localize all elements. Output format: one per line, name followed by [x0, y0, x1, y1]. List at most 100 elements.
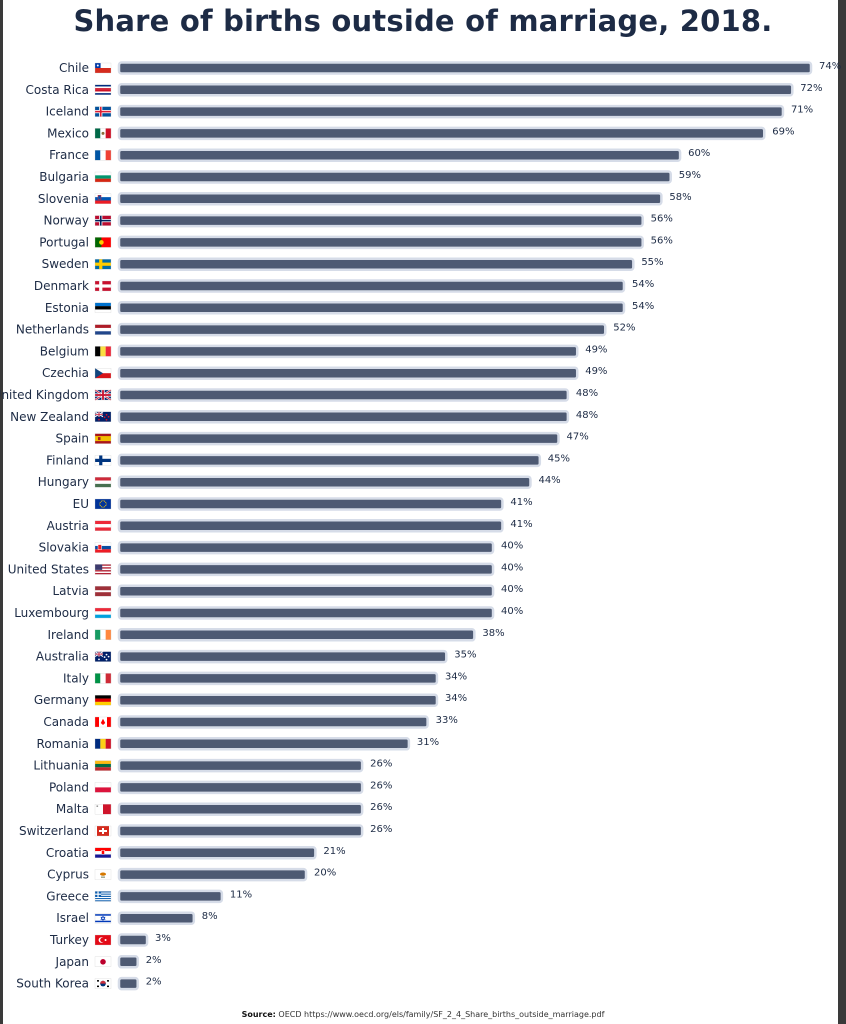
- australia-flag-icon: [94, 651, 112, 662]
- south-korea-flag-icon: [94, 978, 112, 989]
- germany-flag-icon: [94, 695, 112, 706]
- category-label: Spain: [55, 432, 89, 446]
- bar-row: Spain 47%: [55, 432, 588, 446]
- category-label: United States: [8, 562, 89, 576]
- value-label: 35%: [454, 650, 476, 661]
- value-label: 26%: [370, 759, 392, 770]
- value-label: 40%: [501, 606, 523, 617]
- bar-row: Netherlands 52%: [16, 323, 636, 337]
- bar: [117, 61, 813, 75]
- israel-flag-icon: [94, 913, 112, 924]
- sweden-flag-icon: [94, 259, 112, 270]
- slovenia-flag-icon: [94, 193, 112, 204]
- bar-row: EU 41%: [73, 497, 533, 511]
- value-label: 45%: [548, 453, 570, 464]
- category-label: Iceland: [46, 105, 89, 119]
- bulgaria-flag-icon: [94, 171, 112, 183]
- bar: [117, 213, 644, 228]
- value-label: 74%: [819, 61, 841, 72]
- bar-row: Ireland 38%: [47, 628, 504, 642]
- bar-row: Mexico 69%: [47, 126, 794, 140]
- bar-row: Belgium 49%: [40, 344, 608, 358]
- category-label: Croatia: [46, 846, 89, 860]
- bar-row: France 60%: [49, 148, 710, 162]
- value-label: 41%: [510, 519, 532, 530]
- eu-flag-icon: [94, 498, 112, 510]
- value-label: 8%: [202, 911, 218, 922]
- malta-flag-icon: [94, 804, 112, 815]
- category-label: Belgium: [40, 344, 89, 358]
- luxembourg-flag-icon: [94, 607, 112, 619]
- slovakia-flag-icon: [94, 542, 112, 553]
- mexico-flag-icon: [94, 128, 112, 139]
- bar-row: Finland 45%: [46, 453, 570, 467]
- window-edge-right: [838, 0, 846, 1024]
- bar-row: Latvia 40%: [52, 584, 523, 598]
- bar: [117, 453, 542, 468]
- value-label: 71%: [791, 105, 813, 116]
- value-label: 38%: [482, 628, 504, 639]
- estonia-flag-icon: [94, 302, 112, 313]
- bar: [117, 758, 364, 773]
- category-label: Germany: [34, 693, 89, 707]
- bar-row: United States 40%: [8, 562, 524, 576]
- turkey-flag-icon: [94, 934, 112, 946]
- bar-row: Costa Rica 72%: [26, 83, 823, 97]
- value-label: 49%: [585, 366, 607, 377]
- bar-row: Hungary 44%: [38, 475, 561, 489]
- bar-row: Portugal 56%: [39, 235, 673, 249]
- category-label: Malta: [56, 802, 89, 816]
- bar-row: Croatia 21%: [46, 846, 346, 860]
- bar-row: Switzerland 26%: [19, 824, 392, 838]
- bar: [117, 649, 448, 664]
- bar: [117, 344, 579, 359]
- source-label: Source:: [241, 1010, 276, 1019]
- category-label: EU: [73, 497, 89, 511]
- value-label: 54%: [632, 279, 654, 290]
- bar-row: Lithuania 26%: [33, 759, 392, 773]
- chile-flag-icon: [94, 62, 112, 74]
- value-label: 26%: [370, 780, 392, 791]
- bar: [117, 889, 224, 904]
- category-label: Netherlands: [16, 323, 89, 337]
- category-label: New Zealand: [10, 410, 89, 424]
- bar-row: Turkey 3%: [49, 933, 171, 947]
- value-label: 48%: [576, 410, 598, 421]
- source-text: OECD https://www.oecd.org/els/family/SF_…: [278, 1010, 605, 1019]
- bar: [117, 519, 504, 533]
- value-label: 40%: [501, 584, 523, 595]
- finland-flag-icon: [94, 455, 112, 466]
- cyprus-flag-icon: [94, 869, 112, 880]
- value-label: 48%: [576, 388, 598, 399]
- bar-row: Malta 26%: [56, 802, 392, 816]
- bar: [117, 846, 317, 860]
- bar: [117, 562, 495, 577]
- bar-row: Bulgaria 59%: [39, 170, 701, 184]
- value-label: 72%: [800, 83, 822, 94]
- bar-row: Romania 31%: [37, 737, 440, 751]
- category-label: Bulgaria: [39, 170, 89, 184]
- category-label: Turkey: [49, 933, 89, 947]
- category-label: Slovenia: [38, 192, 89, 206]
- bar-row: Sweden 55%: [42, 257, 664, 271]
- category-label: Chile: [59, 61, 89, 75]
- bar: [117, 737, 411, 751]
- value-label: 2%: [146, 977, 162, 988]
- bar: [117, 540, 495, 555]
- france-flag-icon: [94, 150, 112, 161]
- value-label: 56%: [651, 214, 673, 225]
- bar: [117, 911, 196, 925]
- bar-row: Germany 34%: [34, 693, 467, 707]
- bar: [117, 410, 570, 424]
- value-label: 59%: [679, 170, 701, 181]
- bar-row: Norway 56%: [43, 214, 672, 228]
- category-label: Estonia: [45, 301, 89, 315]
- value-label: 33%: [436, 715, 458, 726]
- bar-row: Czechia 49%: [42, 366, 607, 380]
- bar: [117, 192, 663, 206]
- italy-flag-icon: [94, 673, 112, 684]
- spain-flag-icon: [94, 433, 112, 444]
- bar-row: Japan 2%: [55, 955, 162, 969]
- bar-row: Australia 35%: [36, 650, 477, 664]
